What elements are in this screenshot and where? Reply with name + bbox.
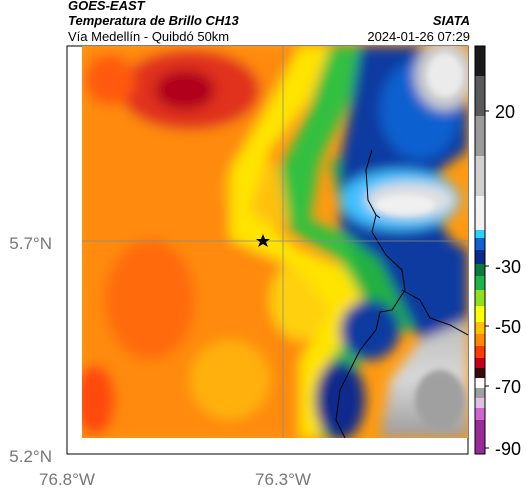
brand-label: SIATA bbox=[432, 13, 470, 28]
colorbar-label-m50: -50 bbox=[495, 317, 521, 337]
timestamp-label: 2024-01-26 07:29 bbox=[367, 29, 470, 44]
star-icon bbox=[256, 234, 270, 247]
lat-label-5-2: 5.2°N bbox=[9, 447, 52, 466]
product-title: Temperatura de Brillo CH13 bbox=[68, 13, 239, 28]
colorbar: 20 -30 -50 -70 -90 bbox=[474, 45, 521, 459]
colorbar-label-m70: -70 bbox=[495, 377, 521, 397]
colorbar-label-m90: -90 bbox=[495, 439, 521, 459]
lon-label-76-3: 76.3°W bbox=[255, 470, 311, 489]
lon-label-76-8: 76.8°W bbox=[39, 470, 95, 489]
route-subtitle: Vía Medellín - Quibdó 50km bbox=[68, 29, 230, 44]
colorbar-label-20: 20 bbox=[495, 102, 515, 122]
lat-label-5-7: 5.7°N bbox=[9, 234, 52, 253]
brightness-temperature-field bbox=[82, 46, 468, 438]
colorbar-label-m30: -30 bbox=[495, 257, 521, 277]
satellite-title: GOES-EAST bbox=[68, 0, 145, 13]
